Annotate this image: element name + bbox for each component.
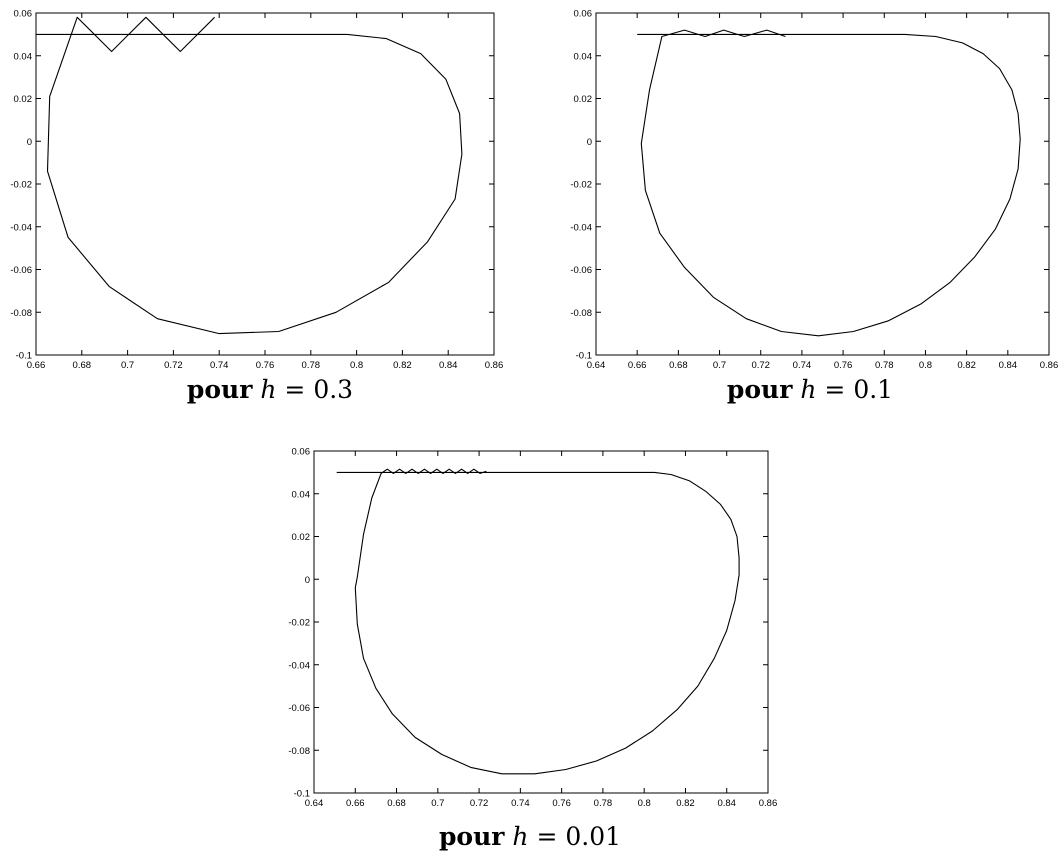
x-tick-label: 0.72 [470,798,489,809]
x-tick-label: 0.7 [713,360,726,371]
x-tick-label: 0.7 [121,360,134,371]
y-tick-label: -0.1 [576,351,592,362]
x-tick-label: 0.76 [256,360,275,371]
x-tick-label: 0.86 [485,360,504,371]
plot-frame [313,450,769,794]
series-line [36,16,463,335]
y-tick-label: 0.06 [292,447,311,458]
caption-value: 0.01 [565,822,622,851]
caption-value: 0.3 [313,375,354,404]
y-tick-label: -0.1 [294,789,310,800]
plot-h-0-3: 0.66 0.68 0.7 0.72 0.74 0.76 0.78 0.8 0.82 0.84 0.… [10,9,504,372]
y-tick-label: -0.04 [570,222,592,233]
y-tick-label: 0.02 [574,94,593,105]
x-tick-label: 0.76 [834,360,853,371]
y-tick-label: 0 [587,137,592,148]
plot-h-0-01: 0.64 0.66 0.68 0.7 0.72 0.74 0.76 0.78 0.8 0.82 0.… [288,447,778,810]
y-tick-label: -0.06 [570,265,592,276]
x-tick-label: 0.8 [919,360,932,371]
y-tick-label: 0.06 [14,9,33,20]
x-tick-label: 0.64 [305,798,324,809]
series-line [637,29,1021,337]
x-tick-label: 0.66 [346,798,365,809]
x-tick-label: 0.78 [594,798,613,809]
x-tick-label: 0.82 [676,798,695,809]
y-tick-label: 0.02 [292,532,311,543]
x-tick-label: 0.66 [27,360,46,371]
x-tick-label: 0.68 [669,360,688,371]
y-tick-label: 0.04 [14,51,33,62]
plot-h-0-1: 0.64 0.66 0.68 0.7 0.72 0.74 0.76 0.78 0.8 0.82 0.… [570,9,1059,372]
x-tick-label: 0.74 [793,360,812,371]
y-tick-label: -0.02 [570,180,592,191]
x-tick-label: 0.74 [511,798,530,809]
x-tick-label: 0.66 [628,360,647,371]
y-tick-label: -0.04 [10,222,32,233]
caption-prefix: pour [438,822,505,851]
x-tick-label: 0.8 [350,360,363,371]
x-tick-label: 0.82 [957,360,976,371]
x-tick-label: 0.68 [387,798,406,809]
x-tick-label: 0.84 [439,360,458,371]
x-tick-label: 0.86 [1040,360,1059,371]
y-tick-label: -0.02 [288,618,310,629]
x-tick-label: 0.72 [751,360,770,371]
x-tick-label: 0.78 [875,360,894,371]
caption-equals: = [284,375,306,404]
y-tick-label: -0.06 [288,703,310,714]
x-tick-label: 0.74 [210,360,229,371]
x-tick-label: 0.76 [552,798,571,809]
y-tick-label: -0.06 [10,265,32,276]
x-tick-label: 0.86 [759,798,778,809]
caption-h-0-1: pour h = 0.1 [670,375,950,404]
y-tick-label: -0.08 [10,308,32,319]
series-line [336,468,740,775]
x-tick-label: 0.72 [164,360,183,371]
y-tick-label: -0.02 [10,180,32,191]
x-tick-label: 0.8 [638,798,651,809]
y-tick-label: -0.08 [570,308,592,319]
caption-h-0-01: pour h = 0.01 [380,822,680,851]
caption-h-0-3: pour h = 0.3 [130,375,410,404]
y-tick-label: 0 [27,137,32,148]
y-tick-label: -0.08 [288,746,310,757]
caption-variable: h [800,375,817,404]
y-tick-label: 0.02 [14,94,33,105]
x-tick-label: 0.78 [302,360,321,371]
x-tick-label: 0.84 [717,798,736,809]
y-tick-label: 0 [305,575,310,586]
x-tick-label: 0.64 [587,360,606,371]
y-tick-label: 0.06 [574,9,593,20]
caption-variable: h [260,375,277,404]
caption-equals: = [824,375,846,404]
caption-prefix: pour [726,375,793,404]
caption-variable: h [512,822,529,851]
x-tick-label: 0.7 [431,798,444,809]
y-tick-label: 0.04 [574,51,593,62]
caption-equals: = [536,822,558,851]
y-tick-label: 0.04 [292,489,311,500]
x-tick-label: 0.82 [393,360,412,371]
y-tick-label: -0.04 [288,660,310,671]
caption-value: 0.1 [853,375,894,404]
y-tick-label: -0.1 [16,351,32,362]
caption-prefix: pour [186,375,253,404]
x-tick-label: 0.84 [999,360,1018,371]
x-tick-label: 0.68 [73,360,92,371]
